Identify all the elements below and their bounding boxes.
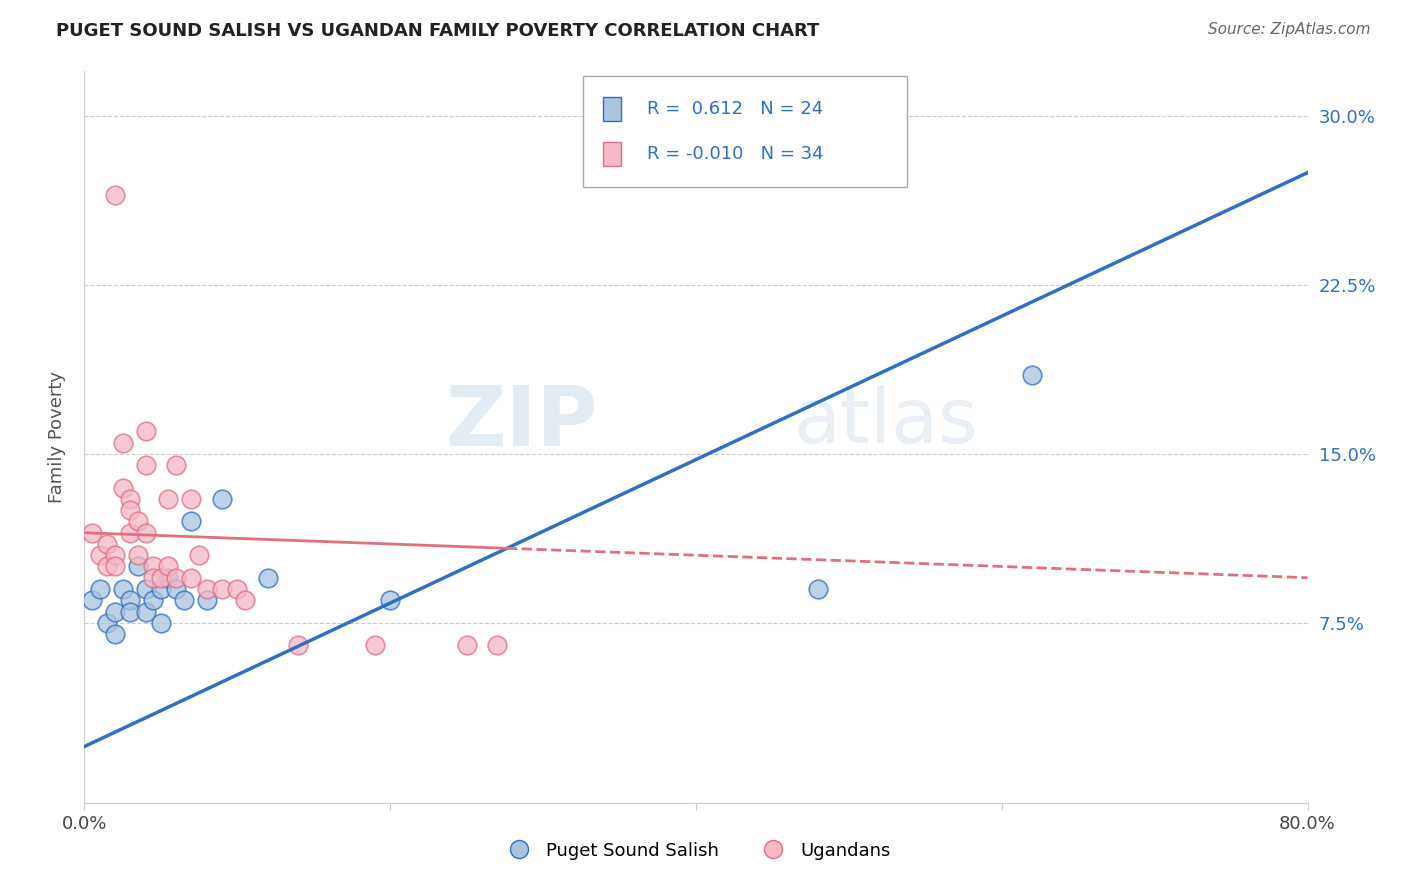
Point — [157, 571, 180, 585]
Point — [195, 593, 218, 607]
Point — [257, 571, 280, 585]
Point — [120, 605, 142, 619]
Point — [180, 491, 202, 506]
Point — [142, 593, 165, 607]
Point — [165, 458, 187, 473]
Point — [104, 559, 127, 574]
Text: Source: ZipAtlas.com: Source: ZipAtlas.com — [1208, 22, 1371, 37]
Point — [80, 593, 103, 607]
Point — [157, 559, 180, 574]
Point — [180, 571, 202, 585]
Point — [127, 548, 149, 562]
Legend: Puget Sound Salish, Ugandans: Puget Sound Salish, Ugandans — [494, 835, 898, 867]
Point — [142, 559, 165, 574]
Point — [149, 582, 172, 596]
Point — [173, 593, 195, 607]
Point — [120, 503, 142, 517]
Point — [127, 559, 149, 574]
Point — [157, 491, 180, 506]
Point — [149, 615, 172, 630]
Point — [486, 638, 509, 652]
Point — [135, 425, 157, 439]
Point — [287, 638, 309, 652]
Point — [120, 593, 142, 607]
Point — [211, 491, 233, 506]
Point — [96, 559, 118, 574]
Point — [195, 582, 218, 596]
Point — [165, 571, 187, 585]
Point — [89, 582, 111, 596]
Point — [111, 435, 134, 450]
Point — [456, 638, 478, 652]
Point — [120, 525, 142, 540]
Text: R = -0.010   N = 34: R = -0.010 N = 34 — [647, 145, 824, 163]
Point — [149, 571, 172, 585]
Point — [135, 605, 157, 619]
Point — [104, 188, 127, 202]
Point — [233, 593, 256, 607]
Point — [380, 593, 402, 607]
Text: R =  0.612   N = 24: R = 0.612 N = 24 — [647, 100, 823, 118]
Point — [188, 548, 211, 562]
Point — [104, 548, 127, 562]
Point — [104, 605, 127, 619]
Y-axis label: Family Poverty: Family Poverty — [48, 371, 66, 503]
Point — [364, 638, 387, 652]
Point — [96, 537, 118, 551]
Text: ZIP: ZIP — [446, 382, 598, 463]
Point — [135, 525, 157, 540]
Point — [142, 571, 165, 585]
Text: PUGET SOUND SALISH VS UGANDAN FAMILY POVERTY CORRELATION CHART: PUGET SOUND SALISH VS UGANDAN FAMILY POV… — [56, 22, 820, 40]
Point — [135, 458, 157, 473]
Point — [111, 582, 134, 596]
Point — [127, 515, 149, 529]
Point — [211, 582, 233, 596]
Point — [135, 582, 157, 596]
Point — [96, 615, 118, 630]
Point — [120, 491, 142, 506]
Point — [111, 481, 134, 495]
Point — [104, 627, 127, 641]
Point — [1021, 368, 1043, 383]
Point — [180, 515, 202, 529]
Point — [80, 525, 103, 540]
Point — [165, 582, 187, 596]
Text: atlas: atlas — [794, 385, 979, 459]
Point — [807, 582, 830, 596]
Point — [89, 548, 111, 562]
Point — [226, 582, 249, 596]
